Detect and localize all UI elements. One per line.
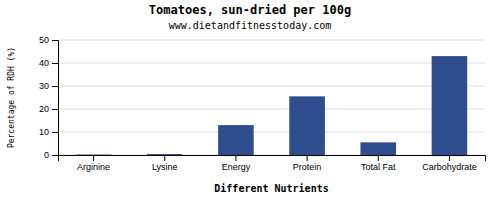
grid-line bbox=[58, 86, 485, 87]
tick-mark bbox=[378, 155, 379, 161]
tick-label: Carbohydrate bbox=[422, 162, 477, 172]
tick-label: Energy bbox=[222, 162, 251, 172]
tick-mark bbox=[52, 86, 58, 87]
tick-mark bbox=[449, 155, 450, 161]
tick-label: Lysine bbox=[152, 162, 178, 172]
tick-label: 10 bbox=[39, 127, 49, 137]
tick: 40 bbox=[39, 58, 58, 68]
y-axis-title: Percentage of RDH (%) bbox=[7, 47, 16, 148]
tick: Lysine bbox=[152, 155, 178, 172]
tick-mark bbox=[93, 155, 94, 161]
tick-label: 0 bbox=[44, 150, 49, 160]
plot: Arginine Lysine Energy Protein Total Fat Carb… bbox=[39, 35, 486, 172]
tick: Arginine bbox=[77, 155, 110, 172]
grid bbox=[58, 40, 485, 155]
tick-label: 20 bbox=[39, 104, 49, 114]
bar bbox=[218, 125, 254, 155]
bars bbox=[76, 56, 467, 155]
grid-line bbox=[58, 132, 485, 133]
tick-label: 30 bbox=[39, 81, 49, 91]
bar bbox=[289, 96, 325, 155]
tick-mark bbox=[52, 40, 58, 41]
tick: 0 bbox=[44, 150, 58, 160]
tick-label: 50 bbox=[39, 35, 49, 45]
tick-mark bbox=[52, 132, 58, 133]
subtitle: www.dietandfitnesstoday.com bbox=[169, 20, 332, 31]
grid-line bbox=[58, 63, 485, 64]
bar bbox=[147, 154, 183, 155]
tick: Energy bbox=[222, 155, 251, 172]
tick-label: Arginine bbox=[77, 162, 110, 172]
tick-label: Total Fat bbox=[361, 162, 396, 172]
tick-mark bbox=[52, 63, 58, 64]
tick: 10 bbox=[39, 127, 58, 137]
bar bbox=[76, 154, 112, 155]
tick-mark bbox=[52, 155, 58, 156]
y-axis: 0 10 20 30 40 50 bbox=[39, 35, 59, 160]
tick: Carbohydrate bbox=[422, 155, 477, 172]
tick: Total Fat bbox=[361, 155, 396, 172]
tick-label: Protein bbox=[293, 162, 322, 172]
chart: Tomatoes, sun-dried per 100g www.dietandf… bbox=[0, 0, 500, 200]
x-axis: Arginine Lysine Energy Protein Total Fat Carb… bbox=[59, 155, 486, 172]
axis-line bbox=[59, 156, 486, 162]
tick: 30 bbox=[39, 81, 58, 91]
tick-mark bbox=[235, 155, 236, 161]
x-axis-title: Different Nutrients bbox=[214, 183, 328, 194]
tick-mark bbox=[307, 155, 308, 161]
tick-mark bbox=[164, 155, 165, 161]
title: Tomatoes, sun-dried per 100g bbox=[149, 3, 351, 17]
tick: 20 bbox=[39, 104, 58, 114]
tick-label: 40 bbox=[39, 58, 49, 68]
tick-mark bbox=[52, 109, 58, 110]
bar bbox=[360, 142, 396, 155]
tick: Protein bbox=[293, 155, 322, 172]
grid-line bbox=[58, 40, 485, 41]
tick: 50 bbox=[39, 35, 58, 45]
bar bbox=[432, 56, 468, 155]
axis-line bbox=[52, 41, 59, 156]
grid-line bbox=[58, 109, 485, 110]
